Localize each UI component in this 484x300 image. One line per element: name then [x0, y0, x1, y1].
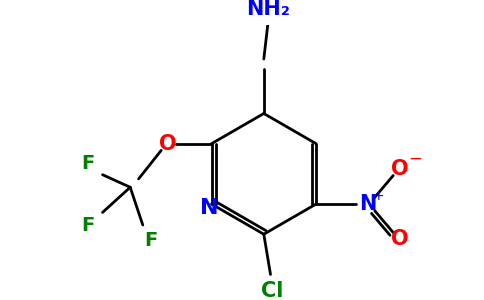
Text: NH₂: NH₂: [246, 0, 290, 19]
Text: F: F: [82, 216, 95, 235]
Text: −: −: [408, 150, 422, 168]
Text: O: O: [391, 229, 408, 249]
Text: N: N: [359, 194, 377, 214]
Text: Cl: Cl: [261, 281, 283, 300]
Text: N: N: [200, 198, 218, 218]
Text: O: O: [159, 134, 177, 154]
Text: +: +: [372, 189, 384, 203]
Text: F: F: [82, 154, 95, 173]
Text: F: F: [145, 231, 158, 250]
Text: O: O: [391, 159, 408, 179]
